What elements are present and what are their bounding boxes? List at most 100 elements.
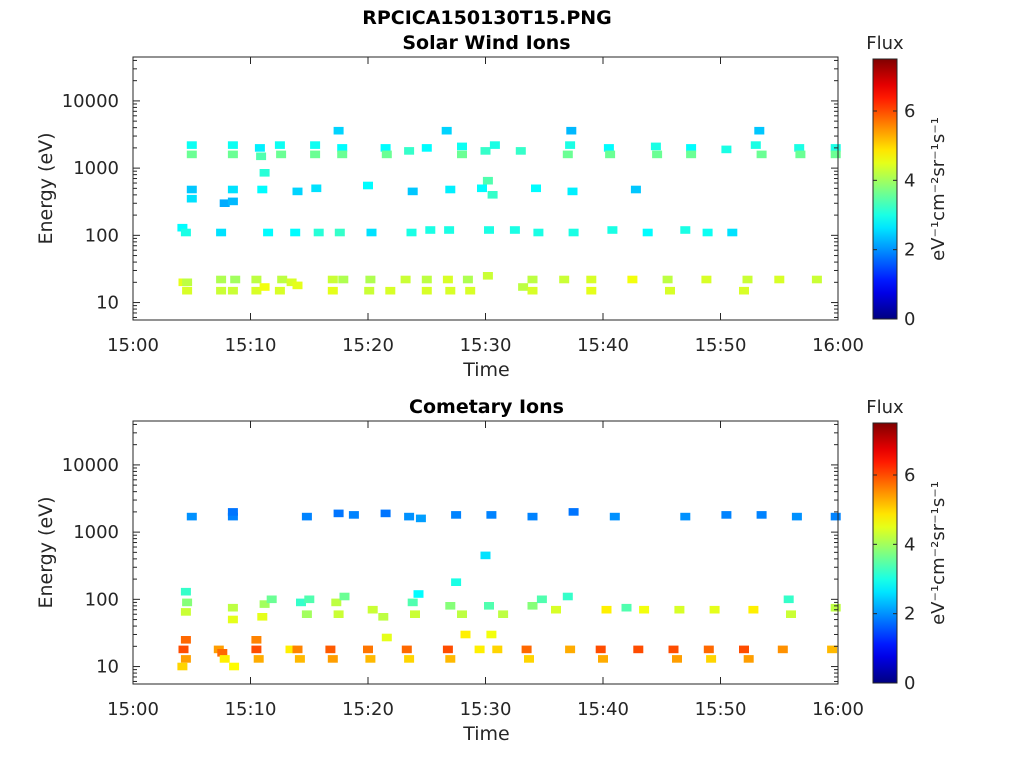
heatmap-cell bbox=[650, 142, 661, 151]
heatmap-cell bbox=[186, 185, 197, 194]
heatmap-cell bbox=[227, 286, 238, 295]
colorbar-gradient bbox=[872, 58, 898, 320]
heatmap-cell bbox=[256, 152, 267, 161]
x-tick-label: 15:40 bbox=[577, 335, 629, 356]
heatmap-cell bbox=[662, 275, 673, 284]
y-tick-label: 10 bbox=[96, 293, 119, 314]
panel-title: Solar Wind Ions bbox=[402, 32, 570, 54]
heatmap-cell bbox=[292, 281, 303, 290]
heatmap-cell bbox=[227, 603, 238, 612]
heatmap-cell bbox=[568, 228, 579, 237]
heatmap-cell bbox=[177, 662, 188, 671]
heatmap-cell bbox=[385, 286, 396, 295]
heatmap-cell bbox=[266, 595, 277, 604]
heatmap-cell bbox=[509, 226, 520, 234]
heatmap-cell bbox=[227, 197, 238, 206]
colorbar-tick-label: 2 bbox=[904, 240, 915, 261]
x-axis-label: Time bbox=[462, 359, 510, 381]
heatmap-cell bbox=[527, 602, 538, 610]
heatmap-cell bbox=[527, 512, 538, 521]
heatmap-cell bbox=[381, 150, 392, 159]
heatmap-cell bbox=[401, 645, 412, 654]
heatmap-cell bbox=[180, 636, 191, 644]
x-tick-label: 15:20 bbox=[342, 335, 394, 356]
heatmap-cell bbox=[259, 283, 270, 291]
heatmap-cell bbox=[364, 286, 375, 295]
y-tick-label: 1000 bbox=[73, 158, 119, 179]
heatmap-cell bbox=[381, 633, 392, 642]
heatmap-cell bbox=[586, 275, 597, 284]
heatmap-cell bbox=[601, 605, 612, 614]
heatmap-cell bbox=[633, 645, 644, 654]
colorbar-tick-label: 4 bbox=[904, 534, 915, 555]
heatmap-cell bbox=[363, 645, 373, 654]
heatmap-cell bbox=[348, 511, 359, 519]
heatmap-cell bbox=[339, 592, 350, 601]
heatmap-cell bbox=[274, 286, 285, 295]
heatmap-cell bbox=[259, 600, 270, 608]
heatmap-cell bbox=[727, 228, 738, 237]
heatmap-cell bbox=[227, 185, 238, 194]
heatmap-cell bbox=[404, 512, 415, 521]
heatmap-cell bbox=[477, 184, 487, 193]
heatmap-cell bbox=[292, 645, 303, 654]
x-tick-label: 15:50 bbox=[695, 699, 747, 720]
heatmap-cell bbox=[451, 578, 462, 586]
heatmap-cell bbox=[227, 615, 238, 624]
heatmap-cell bbox=[445, 185, 456, 194]
heatmap-cell bbox=[257, 613, 268, 621]
colorbar-tick-label: 2 bbox=[904, 604, 915, 625]
heatmap-cell bbox=[182, 278, 193, 287]
heatmap-cell bbox=[310, 141, 321, 149]
heatmap-cell bbox=[182, 598, 193, 607]
heatmap-cell bbox=[253, 655, 264, 663]
colorbar-label: eV⁻¹cm⁻²sr⁻¹s⁻¹ bbox=[928, 117, 949, 261]
heatmap-cell bbox=[186, 512, 197, 521]
heatmap-cell bbox=[311, 184, 322, 193]
colorbar-tick-label: 4 bbox=[904, 170, 915, 191]
heatmap-cell bbox=[568, 508, 579, 516]
heatmap-cell bbox=[486, 511, 497, 519]
heatmap-cell bbox=[380, 509, 391, 518]
heatmap-cell bbox=[229, 662, 240, 671]
colorbar-label: eV⁻¹cm⁻²sr⁻¹s⁻¹ bbox=[928, 481, 949, 625]
heatmap-cell bbox=[791, 512, 802, 521]
heatmap-cell bbox=[421, 144, 432, 152]
heatmap-cell bbox=[642, 228, 653, 237]
heatmap-cell bbox=[794, 144, 805, 152]
heatmap-cell bbox=[421, 286, 432, 295]
heatmap-cell bbox=[441, 126, 452, 135]
x-tick-label: 15:30 bbox=[460, 335, 512, 356]
heatmap-cell bbox=[484, 602, 494, 610]
heatmap-cell bbox=[686, 150, 697, 159]
heatmap-cell bbox=[180, 608, 191, 616]
heatmap-cell bbox=[630, 185, 641, 194]
heatmap-cell bbox=[378, 613, 389, 621]
heatmap-cell bbox=[304, 595, 315, 604]
heatmap-cell bbox=[605, 150, 616, 159]
heatmap-cell bbox=[533, 228, 544, 237]
x-tick-label: 16:00 bbox=[812, 335, 864, 356]
heatmap-cell bbox=[365, 275, 376, 284]
heatmap-cell bbox=[750, 141, 761, 149]
heatmap-cell bbox=[227, 141, 238, 149]
heatmap-cell bbox=[609, 512, 620, 521]
heatmap-cell bbox=[406, 228, 417, 237]
heatmap-cell bbox=[363, 181, 373, 190]
colorbar-title: Flux bbox=[866, 33, 904, 54]
x-tick-label: 15:10 bbox=[225, 335, 277, 356]
heatmap-cell bbox=[668, 645, 679, 654]
heatmap-cell bbox=[566, 126, 577, 135]
heatmap-cell bbox=[421, 275, 432, 284]
heatmap-cell bbox=[263, 228, 274, 237]
heatmap-cell bbox=[327, 655, 338, 663]
heatmap-cell bbox=[292, 187, 303, 196]
heatmap-cell bbox=[527, 286, 538, 295]
heatmap-cell bbox=[442, 275, 453, 284]
heatmap-cell bbox=[756, 150, 767, 159]
heatmap-cell bbox=[445, 602, 456, 610]
y-tick-label: 10000 bbox=[62, 455, 119, 476]
heatmap-cell bbox=[827, 645, 838, 654]
y-tick-label: 1000 bbox=[73, 522, 119, 543]
x-tick-label: 15:40 bbox=[577, 699, 629, 720]
